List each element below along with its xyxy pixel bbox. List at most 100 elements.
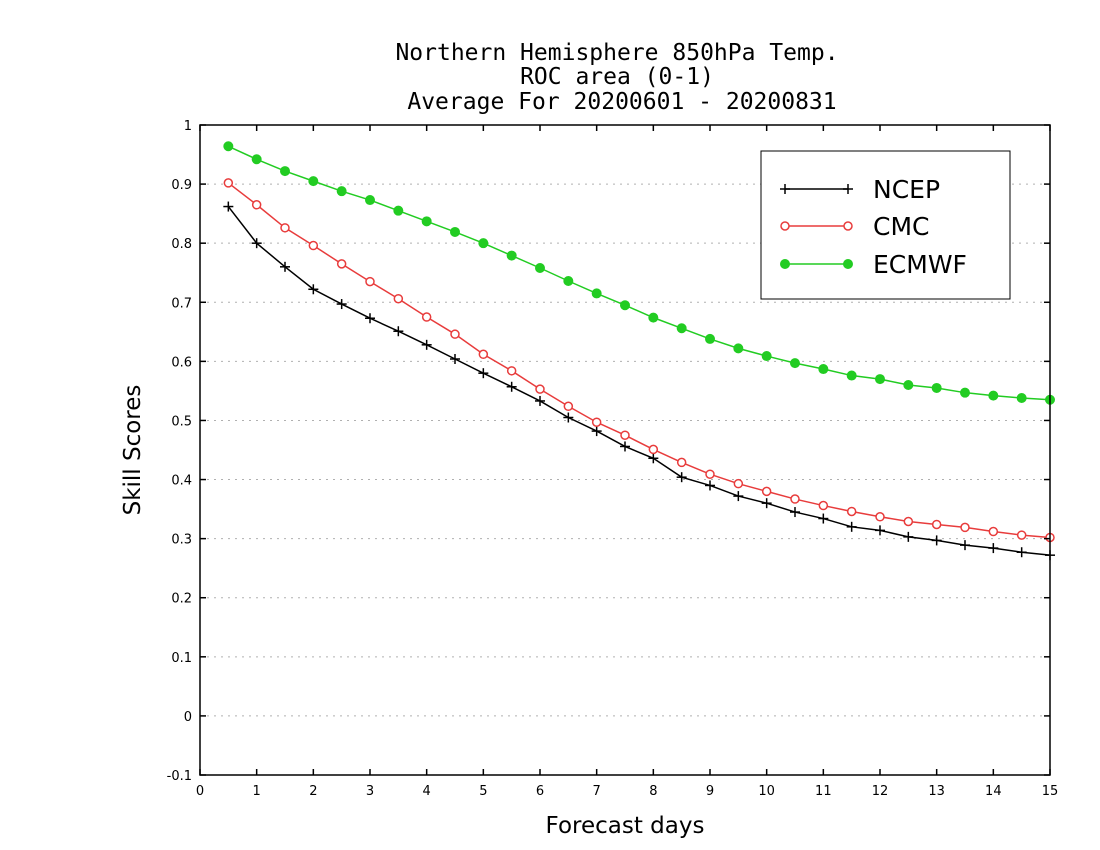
data-point-cmc — [903, 516, 914, 527]
data-point-cmc — [223, 178, 234, 188]
data-point-ecmwf — [931, 382, 942, 393]
x-tick-label: 10 — [758, 784, 775, 799]
data-point-cmc — [591, 417, 602, 427]
x-axis-ticks: 0 1 2 3 4 5 6 7 8 9 10 11 12 13 14 15 — [196, 125, 1058, 799]
data-point-cmc — [421, 312, 432, 322]
legend-label-ncep: NCEP — [873, 175, 940, 204]
data-point-cmc — [648, 444, 659, 455]
data-point-ecmwf — [761, 351, 772, 362]
data-point-cmc — [988, 526, 999, 537]
data-point-ncep — [846, 521, 857, 532]
x-tick-label: 5 — [479, 784, 487, 799]
data-point-ecmwf — [223, 141, 234, 152]
x-tick-label: 1 — [253, 784, 261, 799]
x-tick-label: 0 — [196, 784, 204, 799]
data-point-cmc — [563, 401, 574, 412]
y-tick-label: 0.8 — [171, 237, 192, 252]
x-tick-label: 7 — [593, 784, 601, 799]
x-tick-label: 14 — [985, 784, 1002, 799]
x-tick-label: 6 — [536, 784, 544, 799]
data-point-cmc — [846, 506, 857, 517]
legend-marker-ncep — [780, 184, 790, 194]
data-point-cmc — [336, 259, 347, 269]
x-tick-label: 15 — [1042, 784, 1059, 799]
y-axis-label: Skill Scores — [120, 385, 146, 516]
x-tick-label: 4 — [423, 784, 431, 799]
data-point-ncep — [251, 238, 262, 249]
data-point-ncep — [988, 543, 999, 554]
data-point-ncep — [336, 299, 347, 310]
legend: NCEP CMC ECMWF — [760, 150, 1011, 300]
data-point-cmc — [818, 500, 829, 511]
chart-title-line-1: Northern Hemisphere 850hPa Temp. — [395, 40, 838, 66]
data-point-cmc — [761, 486, 772, 497]
y-tick-label: 0.5 — [171, 414, 192, 429]
data-point-cmc — [931, 519, 942, 530]
data-point-ncep — [790, 507, 800, 518]
data-point-cmc — [733, 478, 744, 489]
chart-title-line-2: ROC area (0-1) — [520, 64, 714, 90]
legend-marker-cmc — [843, 221, 853, 231]
y-tick-label: 0.9 — [171, 178, 192, 193]
data-point-ecmwf — [875, 374, 885, 385]
data-point-cmc — [251, 200, 262, 210]
series-ecmwf — [223, 141, 1055, 405]
y-tick-label: 1 — [184, 119, 192, 134]
data-point-cmc — [790, 494, 800, 504]
legend-entry-cmc: CMC — [780, 212, 929, 241]
data-point-cmc — [308, 240, 319, 251]
data-point-ecmwf — [251, 154, 262, 165]
x-axis-label: Forecast days — [546, 813, 705, 839]
legend-marker-cmc — [780, 221, 790, 231]
data-point-ncep — [733, 491, 744, 502]
legend-marker-ncep — [843, 184, 853, 194]
data-point-ncep — [903, 531, 914, 542]
data-point-ncep — [308, 284, 319, 295]
data-point-ncep — [478, 368, 489, 379]
data-point-ncep — [705, 480, 715, 491]
data-point-ncep — [648, 453, 659, 464]
data-point-cmc — [705, 469, 715, 479]
data-point-ecmwf — [506, 250, 517, 261]
data-point-ecmwf — [620, 300, 630, 311]
legend-label-cmc: CMC — [873, 212, 929, 241]
data-point-ecmwf — [1016, 393, 1027, 403]
data-point-cmc — [960, 522, 970, 533]
data-point-ncep — [223, 201, 234, 212]
legend-entry-ncep: NCEP — [780, 175, 940, 204]
data-point-ecmwf — [280, 166, 290, 177]
data-point-ecmwf — [450, 226, 460, 237]
data-point-ecmwf — [648, 312, 659, 323]
data-point-ecmwf — [790, 358, 800, 369]
chart-title: Northern Hemisphere 850hPa Temp. ROC are… — [395, 40, 838, 115]
data-point-ecmwf — [705, 333, 715, 344]
data-point-ncep — [818, 513, 829, 524]
data-series — [223, 141, 1055, 561]
legend-marker-ecmwf — [780, 259, 790, 269]
plot-area-frame — [199, 124, 1051, 776]
data-point-ncep — [535, 395, 545, 406]
data-point-ecmwf — [818, 364, 829, 375]
data-point-ecmwf — [336, 186, 347, 197]
data-point-ncep — [960, 540, 970, 551]
data-point-ncep — [506, 381, 517, 392]
data-point-ecmwf — [988, 390, 999, 401]
data-point-ecmwf — [421, 216, 432, 227]
data-point-ncep — [280, 261, 290, 272]
y-tick-label: 0.7 — [171, 296, 192, 311]
data-point-ecmwf — [846, 370, 857, 381]
data-point-ecmwf — [733, 343, 744, 354]
data-point-cmc — [875, 512, 885, 522]
data-point-ncep — [875, 525, 885, 536]
x-tick-label: 11 — [815, 784, 832, 799]
data-point-ncep — [393, 326, 404, 337]
data-point-ecmwf — [903, 380, 914, 390]
x-tick-label: 3 — [366, 784, 374, 799]
data-point-ncep — [365, 313, 375, 324]
x-tick-label: 2 — [309, 784, 317, 799]
data-point-ncep — [620, 441, 630, 452]
data-point-ecmwf — [676, 323, 687, 334]
legend-entry-ecmwf: ECMWF — [780, 250, 967, 279]
chart-title-line-3: Average For 20200601 - 20200831 — [407, 89, 836, 115]
